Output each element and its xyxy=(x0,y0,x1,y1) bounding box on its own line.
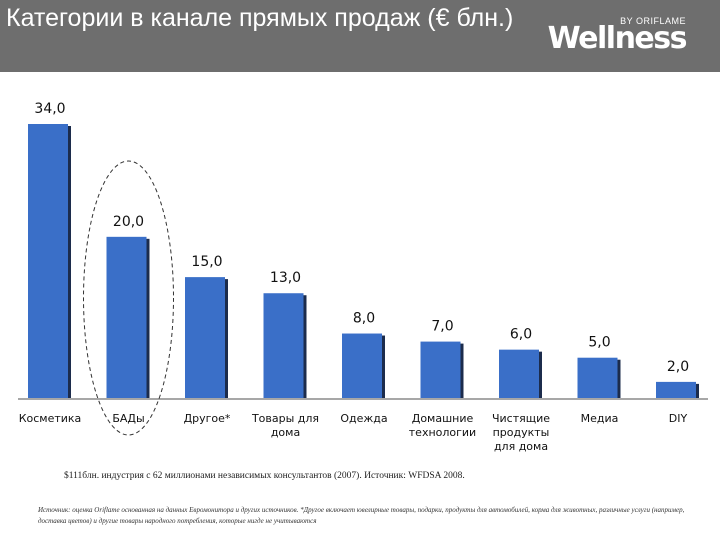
category-label: БАДы xyxy=(112,412,144,425)
bar xyxy=(106,236,147,398)
header-bar: Категории в канале прямых продаж (€ блн.… xyxy=(0,0,720,72)
bar xyxy=(28,124,68,398)
bar xyxy=(499,349,539,398)
bar xyxy=(577,357,618,398)
logo-word: Wellness xyxy=(547,21,688,56)
category-label: для дома xyxy=(494,440,548,453)
category-label: Другое* xyxy=(184,412,231,425)
page-title: Категории в канале прямых продаж (€ блн.… xyxy=(6,4,514,32)
category-label: Товары для xyxy=(251,412,319,425)
category-label: Косметика xyxy=(19,412,82,425)
highlight-ellipse xyxy=(83,160,174,436)
category-label: Чистящие xyxy=(492,412,550,425)
bar xyxy=(185,277,225,398)
category-label: дома xyxy=(271,426,300,439)
value-label: 2,0 xyxy=(667,359,689,375)
value-label: 5,0 xyxy=(588,335,610,351)
bar xyxy=(263,293,304,398)
logo-subtitle: BY ORIFLAME xyxy=(620,16,686,26)
value-label: 6,0 xyxy=(510,327,532,343)
value-label: 13,0 xyxy=(270,270,301,286)
bar xyxy=(342,333,382,398)
bar xyxy=(656,381,696,398)
value-label: 7,0 xyxy=(431,319,453,335)
bar-chart: 34,0 Косметика 20,0 БАДы 15,0 Другое* 13,0 Това… xyxy=(18,101,708,453)
category-label: технологии xyxy=(409,426,476,439)
category-label: Домашние xyxy=(412,412,474,425)
source-note: Источник: оценка Oriflame основанная на … xyxy=(38,506,685,525)
footnote: $111блн. индустрия с 62 миллионами незав… xyxy=(64,471,465,481)
value-label: 8,0 xyxy=(353,311,375,327)
value-label: 20,0 xyxy=(113,214,144,230)
category-label: продукты xyxy=(493,426,550,439)
category-label: Медиа xyxy=(581,412,619,425)
bar xyxy=(420,341,461,398)
category-label: DIY xyxy=(669,412,688,425)
category-label: Одежда xyxy=(340,412,387,425)
value-label: 34,0 xyxy=(34,101,65,117)
value-label: 15,0 xyxy=(191,254,222,270)
